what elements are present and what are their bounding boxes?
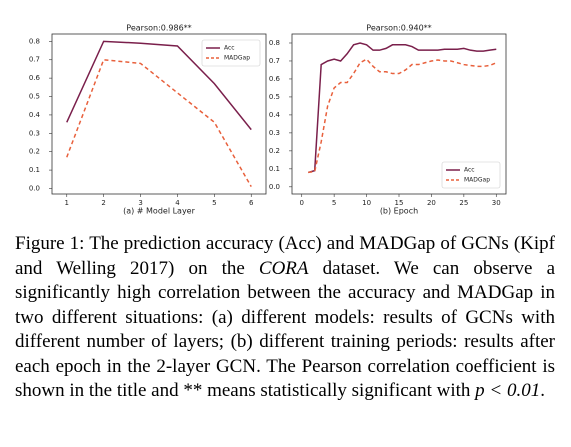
y-tick-label: 0.0 bbox=[269, 183, 280, 191]
caption: Figure 1: The prediction accuracy (Acc) … bbox=[15, 232, 555, 404]
data-line bbox=[66, 58, 252, 188]
chart-title: Pearson:0.986** bbox=[126, 24, 191, 33]
x-tick-label: 20 bbox=[427, 199, 436, 207]
plot-frame bbox=[51, 33, 267, 195]
caption-text: dataset. We can observe a significantly … bbox=[15, 257, 555, 402]
x-axis-label: (a) # Model Layer bbox=[123, 207, 196, 216]
y-tick-label: 0.5 bbox=[29, 93, 40, 101]
y-tick-label: 0.6 bbox=[29, 74, 41, 82]
legend-label: MADGap bbox=[224, 55, 250, 62]
y-tick-label: 0.4 bbox=[269, 111, 281, 119]
y-tick-label: 0.2 bbox=[29, 148, 40, 156]
x-tick-label: 25 bbox=[459, 199, 468, 207]
y-tick-label: 0.2 bbox=[269, 147, 280, 155]
x-tick-label: 2 bbox=[101, 199, 105, 207]
data-line bbox=[308, 42, 497, 174]
caption-math: p < 0.01 bbox=[475, 380, 541, 401]
x-tick-label: 1 bbox=[65, 199, 69, 207]
legend-box bbox=[201, 39, 261, 67]
y-tick-label: 0.3 bbox=[269, 129, 280, 137]
legend-label: Acc bbox=[464, 167, 475, 174]
y-tick-label: 0.7 bbox=[29, 56, 40, 64]
x-axis-label: (b) Epoch bbox=[380, 207, 418, 216]
y-tick-label: 0.4 bbox=[29, 111, 41, 119]
y-tick-label: 0.5 bbox=[269, 93, 280, 101]
y-tick-label: 0.0 bbox=[29, 184, 40, 192]
legend-label: Acc bbox=[224, 45, 235, 52]
y-tick-label: 0.8 bbox=[29, 37, 40, 45]
y-tick-label: 0.1 bbox=[29, 166, 40, 174]
x-tick-label: 30 bbox=[492, 199, 501, 207]
figure: Pearson:0.986** (a) # Model Layer 0.0 0.1 0.… bbox=[29, 24, 507, 216]
x-tick-label: 15 bbox=[395, 199, 404, 207]
y-tick-label: 0.7 bbox=[269, 57, 280, 65]
legend-box bbox=[441, 161, 501, 189]
caption-dataset: CORA bbox=[258, 257, 309, 279]
caption-text: Figure 1: The prediction accuracy (Acc) … bbox=[15, 233, 555, 279]
y-tick-label: 0.3 bbox=[29, 129, 40, 137]
y-tick-label: 0.8 bbox=[269, 39, 280, 47]
x-tick-label: 5 bbox=[332, 199, 336, 207]
x-tick-label: 10 bbox=[362, 199, 371, 207]
data-line bbox=[66, 40, 252, 131]
y-tick-label: 0.1 bbox=[269, 165, 280, 173]
y-tick-label: 0.6 bbox=[269, 75, 281, 83]
x-tick-label: 5 bbox=[212, 199, 216, 207]
chart-title: Pearson:0.940** bbox=[366, 24, 431, 33]
data-line bbox=[308, 58, 497, 174]
x-tick-label: 6 bbox=[249, 199, 254, 207]
legend-label: MADGap bbox=[464, 177, 490, 184]
x-tick-label: 4 bbox=[175, 199, 180, 207]
x-tick-label: 0 bbox=[299, 199, 303, 207]
caption-text: . bbox=[540, 380, 545, 401]
x-tick-label: 3 bbox=[138, 199, 142, 207]
